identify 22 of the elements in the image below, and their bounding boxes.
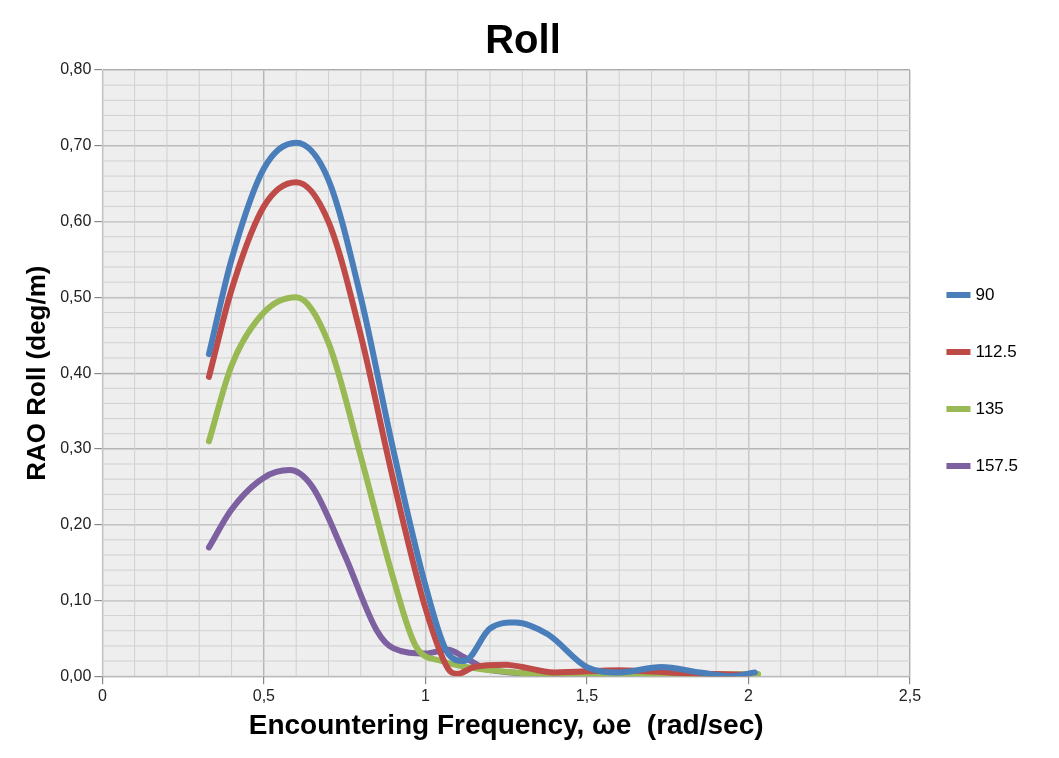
x-tick-label: 0 (97, 687, 107, 705)
x-tick-label: 2,5 (898, 687, 922, 705)
chart-title: Roll (485, 17, 561, 62)
y-tick-label: 0,30 (60, 439, 92, 457)
x-axis-title: Encountering Frequency, ωe (rad/sec) (248, 708, 764, 740)
legend-label: 135 (975, 398, 1004, 418)
x-tick-label: 2 (743, 687, 753, 705)
legend-label: 157.5 (975, 455, 1019, 475)
y-tick-label: 0,40 (60, 363, 92, 381)
y-tick-label: 0,60 (60, 211, 92, 229)
y-tick-label: 0,10 (60, 590, 92, 608)
y-tick-label: 0,20 (60, 515, 92, 533)
legend-label: 112.5 (975, 341, 1017, 361)
y-axis-title: RAO Roll (deg/m) (20, 265, 51, 481)
legend-label: 90 (975, 284, 995, 304)
y-tick-label: 0,50 (60, 287, 92, 305)
x-tick-label: 0,5 (252, 687, 276, 705)
y-tick-label: 0,80 (60, 60, 92, 78)
x-tick-label: 1,5 (575, 687, 599, 705)
y-tick-label: 0,00 (60, 666, 92, 684)
y-tick-label: 0,70 (60, 136, 92, 154)
x-tick-label: 1 (420, 687, 430, 705)
